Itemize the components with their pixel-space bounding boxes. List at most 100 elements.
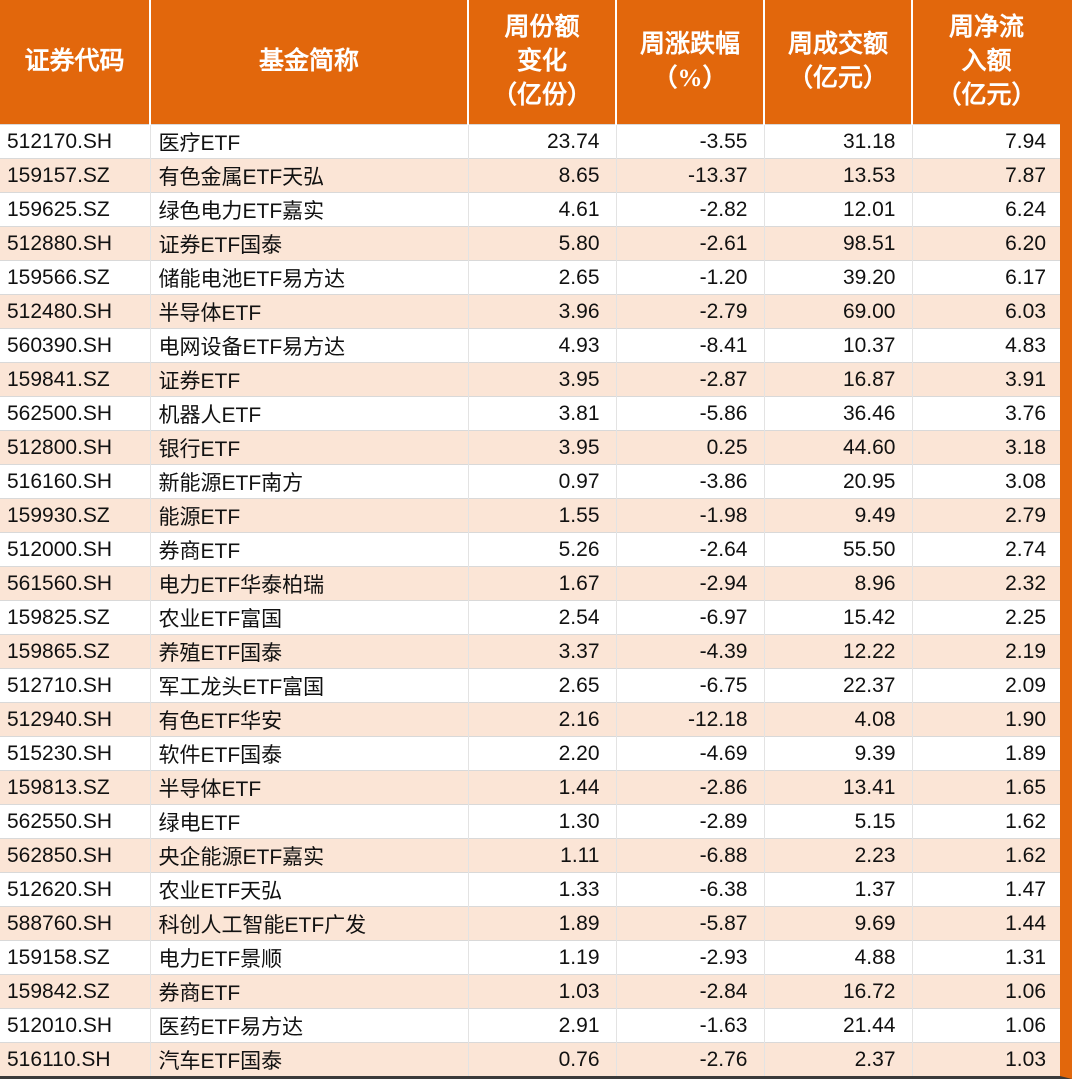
cell-name: 电力ETF景顺 xyxy=(149,940,468,975)
cell-share_change: 8.65 xyxy=(467,158,616,193)
table-row: 588760.SH 科创人工智能ETF广发 1.89 -5.87 9.69 1.44 xyxy=(0,906,1060,941)
cell-code: 512880.SH xyxy=(0,226,150,261)
cell-share_change: 2.65 xyxy=(467,260,616,295)
cell-code: 159566.SZ xyxy=(0,260,150,295)
table-row: 512170.SH 医疗ETF 23.74 -3.55 31.18 7.94 xyxy=(0,124,1060,159)
table-row: 561560.SH 电力ETF华泰柏瑞 1.67 -2.94 8.96 2.32 xyxy=(0,566,1060,601)
cell-share_change: 3.95 xyxy=(467,430,616,465)
cell-turnover: 8.96 xyxy=(763,566,912,601)
cell-turnover: 12.01 xyxy=(763,192,912,227)
cell-name: 券商ETF xyxy=(149,974,468,1009)
cell-net_inflow: 2.79 xyxy=(911,498,1060,533)
cell-code: 512940.SH xyxy=(0,702,150,737)
cell-net_inflow: 7.94 xyxy=(911,124,1060,159)
cell-share_change: 0.76 xyxy=(467,1042,616,1076)
cell-turnover: 39.20 xyxy=(763,260,912,295)
cell-name: 医药ETF易方达 xyxy=(149,1008,468,1043)
cell-turnover: 44.60 xyxy=(763,430,912,465)
cell-name: 绿色电力ETF嘉实 xyxy=(149,192,468,227)
cell-share_change: 2.65 xyxy=(467,668,616,703)
cell-share_change: 1.55 xyxy=(467,498,616,533)
cell-net_inflow: 7.87 xyxy=(911,158,1060,193)
cell-turnover: 10.37 xyxy=(763,328,912,363)
cell-pct_change: -3.86 xyxy=(615,464,764,499)
cell-name: 软件ETF国泰 xyxy=(149,736,468,771)
cell-share_change: 2.20 xyxy=(467,736,616,771)
cell-share_change: 3.37 xyxy=(467,634,616,669)
column-header-name: 基金简称 xyxy=(149,0,468,125)
cell-turnover: 21.44 xyxy=(763,1008,912,1043)
column-header-line: 周份额 xyxy=(504,14,580,42)
cell-net_inflow: 1.06 xyxy=(911,1008,1060,1043)
cell-code: 159813.SZ xyxy=(0,770,150,805)
column-header-line: （亿元） xyxy=(787,65,888,92)
cell-code: 512710.SH xyxy=(0,668,150,703)
cell-pct_change: -2.76 xyxy=(615,1042,764,1076)
cell-turnover: 16.72 xyxy=(763,974,912,1009)
cell-net_inflow: 1.44 xyxy=(911,906,1060,941)
cell-share_change: 1.44 xyxy=(467,770,616,805)
cell-name: 医疗ETF xyxy=(149,124,468,159)
cell-code: 512800.SH xyxy=(0,430,150,465)
cell-code: 512010.SH xyxy=(0,1008,150,1043)
cell-net_inflow: 2.19 xyxy=(911,634,1060,669)
cell-pct_change: -1.20 xyxy=(615,260,764,295)
cell-turnover: 5.15 xyxy=(763,804,912,839)
cell-code: 159930.SZ xyxy=(0,498,150,533)
cell-pct_change: -8.41 xyxy=(615,328,764,363)
table-row: 512000.SH 券商ETF 5.26 -2.64 55.50 2.74 xyxy=(0,532,1060,567)
table-row: 512940.SH 有色ETF华安 2.16 -12.18 4.08 1.90 xyxy=(0,702,1060,737)
cell-turnover: 22.37 xyxy=(763,668,912,703)
cell-share_change: 4.93 xyxy=(467,328,616,363)
column-header-line: 入额 xyxy=(961,48,1012,76)
cell-pct_change: -2.93 xyxy=(615,940,764,975)
cell-name: 电网设备ETF易方达 xyxy=(149,328,468,363)
cell-pct_change: -5.86 xyxy=(615,396,764,431)
cell-code: 159625.SZ xyxy=(0,192,150,227)
header-row: 证券代码 基金简称 周份额 变化 （亿份） 周涨跌幅 （%） 周成交额 （亿元） 周净流 入额 （亿元… xyxy=(0,0,1060,125)
cell-share_change: 1.67 xyxy=(467,566,616,601)
table-row: 159841.SZ 证券ETF 3.95 -2.87 16.87 3.91 xyxy=(0,362,1060,397)
cell-pct_change: -6.97 xyxy=(615,600,764,635)
cell-net_inflow: 6.17 xyxy=(911,260,1060,295)
cell-net_inflow: 2.74 xyxy=(911,532,1060,567)
cell-name: 机器人ETF xyxy=(149,396,468,431)
cell-share_change: 4.61 xyxy=(467,192,616,227)
cell-code: 562550.SH xyxy=(0,804,150,839)
cell-name: 科创人工智能ETF广发 xyxy=(149,906,468,941)
cell-pct_change: -6.75 xyxy=(615,668,764,703)
cell-turnover: 9.69 xyxy=(763,906,912,941)
cell-share_change: 1.89 xyxy=(467,906,616,941)
cell-code: 516110.SH xyxy=(0,1042,150,1076)
cell-name: 汽车ETF国泰 xyxy=(149,1042,468,1076)
cell-turnover: 9.49 xyxy=(763,498,912,533)
cell-code: 512620.SH xyxy=(0,872,150,907)
cell-turnover: 9.39 xyxy=(763,736,912,771)
cell-code: 159157.SZ xyxy=(0,158,150,193)
cell-name: 农业ETF富国 xyxy=(149,600,468,635)
cell-turnover: 31.18 xyxy=(763,124,912,159)
cell-name: 证券ETF国泰 xyxy=(149,226,468,261)
cell-net_inflow: 2.09 xyxy=(911,668,1060,703)
cell-pct_change: -2.84 xyxy=(615,974,764,1009)
cell-net_inflow: 3.08 xyxy=(911,464,1060,499)
cell-pct_change: -6.88 xyxy=(615,838,764,873)
cell-pct_change: -2.79 xyxy=(615,294,764,329)
cell-share_change: 0.97 xyxy=(467,464,616,499)
cell-pct_change: -2.94 xyxy=(615,566,764,601)
cell-pct_change: -13.37 xyxy=(615,158,764,193)
cell-pct_change: -2.87 xyxy=(615,362,764,397)
cell-pct_change: -3.55 xyxy=(615,124,764,159)
cell-code: 512170.SH xyxy=(0,124,150,159)
column-header-line: 周成交额 xyxy=(787,31,888,59)
cell-turnover: 16.87 xyxy=(763,362,912,397)
cell-code: 588760.SH xyxy=(0,906,150,941)
column-header-code: 证券代码 xyxy=(0,0,150,125)
cell-pct_change: -1.63 xyxy=(615,1008,764,1043)
column-header-line: 基金简称 xyxy=(258,48,359,76)
cell-turnover: 4.08 xyxy=(763,702,912,737)
cell-pct_change: -5.87 xyxy=(615,906,764,941)
column-header-share_change: 周份额 变化 （亿份） xyxy=(467,0,616,125)
cell-code: 159825.SZ xyxy=(0,600,150,635)
